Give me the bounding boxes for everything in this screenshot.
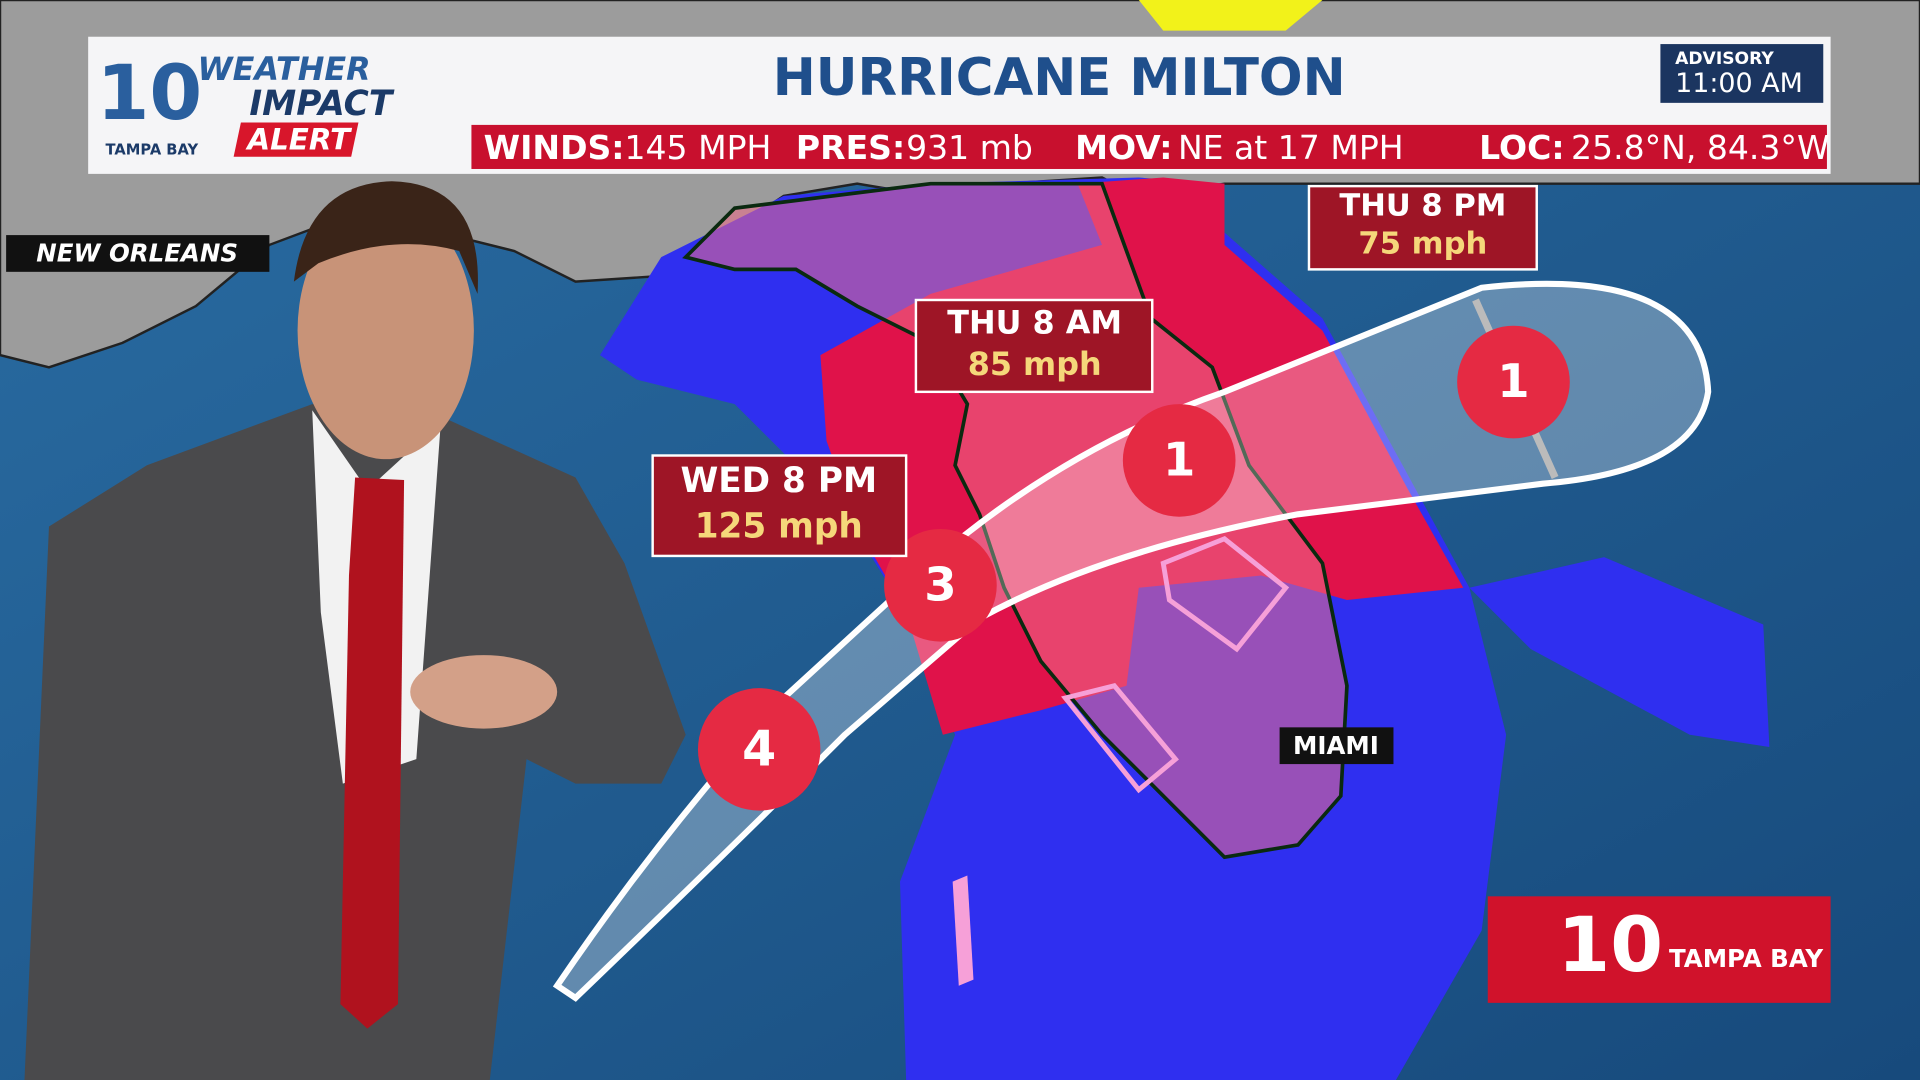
storm-icon: 4	[697, 688, 821, 811]
storm-category: 3	[924, 557, 956, 611]
city-label: MIAMI	[1279, 727, 1394, 765]
stat-label: MOV:	[1075, 128, 1172, 167]
storm-icon: 1	[1457, 325, 1570, 439]
presenter	[24, 181, 686, 1080]
advisory-label: ADVISORY	[1675, 49, 1774, 69]
forecast-wind: 75 mph	[1358, 226, 1487, 261]
storm-category: 4	[742, 720, 776, 777]
storm-category: 1	[1497, 354, 1529, 408]
logo-line: WEATHER	[198, 50, 371, 88]
logo-line: ALERT	[245, 122, 352, 156]
zone-outline	[952, 875, 974, 986]
logo-number: 10	[1557, 901, 1663, 989]
forecast-label: THU 8 PM 75 mph	[1307, 184, 1538, 271]
logo-line: IMPACT	[249, 84, 394, 124]
header: 10 WEATHER IMPACT ALERT TAMPA BAY HURRIC…	[88, 36, 1831, 174]
logo-station: TAMPA BAY	[1669, 944, 1823, 973]
zone-outline	[1160, 535, 1290, 653]
stat-label: WINDS:	[484, 128, 625, 167]
forecast-label: WED 8 PM 125 mph	[651, 454, 908, 558]
stat-value: 931 mb	[906, 128, 1033, 167]
forecast-label: THU 8 AM 85 mph	[914, 298, 1154, 394]
city-name: NEW ORLEANS	[36, 239, 238, 268]
storm-icon: 1	[1122, 404, 1236, 517]
watch-area	[1469, 557, 1770, 747]
forecast-time: THU 8 PM	[1339, 188, 1506, 223]
forecast-wind: 125 mph	[695, 506, 863, 546]
stat-value: 25.8°N, 84.3°W	[1571, 128, 1830, 167]
storm-icon: 3	[884, 528, 997, 642]
stat-value: NE at 17 MPH	[1178, 128, 1404, 167]
forecast-wind: 85 mph	[968, 345, 1102, 383]
stat-label: LOC:	[1479, 128, 1564, 167]
storm-category: 1	[1163, 432, 1195, 486]
advisory-time: 11:00 AM	[1675, 68, 1803, 99]
logo-station: TAMPA BAY	[106, 142, 199, 159]
stat-label: PRES:	[796, 128, 905, 167]
stat-value: 145 MPH	[624, 128, 771, 167]
title: HURRICANE MILTON	[773, 48, 1346, 108]
forecast-time: THU 8 AM	[947, 303, 1122, 341]
logo-number: 10	[97, 49, 203, 137]
city-name: MIAMI	[1293, 731, 1379, 760]
alert-zone	[1138, 0, 1323, 31]
station-logo: 10 TAMPA BAY	[1487, 896, 1831, 1003]
forecast-time: WED 8 PM	[680, 461, 877, 501]
city-label: NEW ORLEANS	[6, 235, 270, 272]
zone-outline	[1061, 682, 1179, 794]
